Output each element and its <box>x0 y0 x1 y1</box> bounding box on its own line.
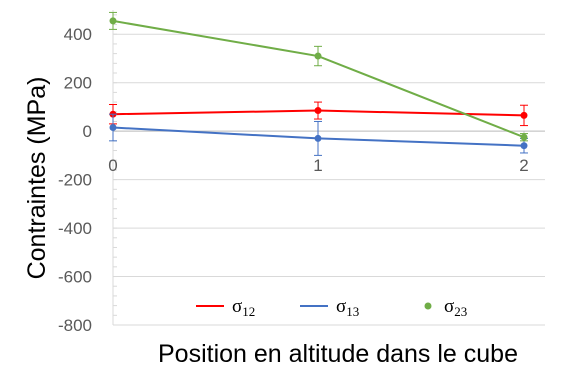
y-axis-title: Contraintes (MPa) <box>23 77 51 280</box>
legend-item-23: σ23 <box>424 296 467 319</box>
x-tick-label: 0 <box>108 156 117 175</box>
y-tick-label: 0 <box>83 122 92 141</box>
legend-item-12: σ12 <box>196 296 255 319</box>
y-tick-label: -800 <box>58 316 92 335</box>
data-point <box>520 142 528 150</box>
legend-item-13: σ13 <box>300 296 359 319</box>
series-13 <box>109 113 528 156</box>
series-layer <box>109 11 528 156</box>
legend: σ12 σ13 σ23 <box>196 296 467 319</box>
gridlines <box>113 33 545 326</box>
data-point <box>314 107 322 115</box>
data-point <box>314 52 322 60</box>
legend-label: σ13 <box>336 296 359 319</box>
series-line <box>112 19 525 139</box>
y-tick-label: -400 <box>58 219 92 238</box>
data-point <box>314 134 322 142</box>
data-point <box>109 124 117 132</box>
y-tick-label: -200 <box>58 171 92 190</box>
plot-area <box>112 10 545 326</box>
data-point <box>520 133 528 141</box>
y-tick-label: 400 <box>64 25 92 44</box>
legend-label: σ12 <box>232 296 255 319</box>
x-tick-label: 1 <box>313 156 322 175</box>
data-point <box>109 17 117 25</box>
series-12 <box>109 101 528 127</box>
data-point <box>520 111 528 119</box>
x-axis-title: Position en altitude dans le cube <box>158 340 518 368</box>
series-23 <box>109 11 528 142</box>
y-tick-label: 200 <box>64 74 92 93</box>
x-tick-label: 2 <box>519 156 528 175</box>
legend-label: σ23 <box>444 296 467 319</box>
y-tick-label: -600 <box>58 268 92 287</box>
legend-marker <box>424 302 432 310</box>
y-axis-ticks: 400 200 0 -200 -400 -600 -800 <box>58 25 92 335</box>
